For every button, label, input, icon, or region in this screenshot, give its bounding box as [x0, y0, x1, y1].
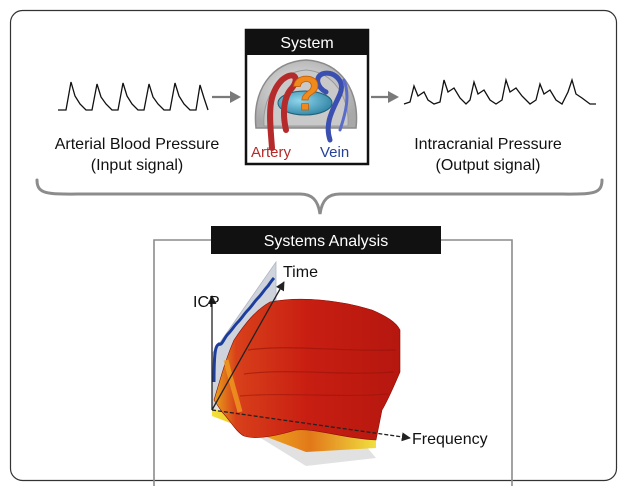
icp-trace [212, 276, 276, 383]
systems-analysis-panel: Systems Analysis [153, 226, 513, 486]
figure-border [9, 9, 618, 482]
frequency-axis [211, 409, 411, 442]
system-title: System [280, 35, 333, 52]
system-box: System ? Artery Vein [244, 28, 370, 166]
time-axis-label: Time [283, 264, 318, 281]
ventricle [277, 90, 333, 116]
input-label: Arterial Blood Pressure [55, 136, 220, 153]
surface-front-face [212, 408, 376, 452]
icp-axis-label: ICP [193, 294, 220, 311]
time-axis [211, 281, 285, 411]
analysis-title: Systems Analysis [264, 233, 388, 250]
arrow-system-to-output [371, 91, 399, 103]
output-sublabel: (Output signal) [436, 157, 541, 174]
input-sublabel: (Input signal) [91, 157, 184, 174]
arrow-input-to-system [212, 91, 241, 103]
spectrogram-3d: ICP Time Frequency [193, 260, 488, 466]
output-waveform [403, 77, 596, 105]
surface-top [213, 298, 401, 441]
vein-label: Vein [320, 144, 349, 161]
artery-vessel [267, 72, 299, 151]
system-title-bar [246, 30, 368, 55]
analysis-title-bar [211, 226, 441, 254]
brain-illustration [254, 59, 358, 151]
vein-vessel [315, 70, 344, 143]
question-mark: ? [291, 68, 320, 121]
input-waveform [58, 81, 209, 111]
artery-label: Artery [251, 144, 292, 161]
frequency-axis-label: Frequency [412, 431, 488, 448]
output-label: Intracranial Pressure [414, 136, 562, 153]
curly-brace [35, 178, 604, 215]
